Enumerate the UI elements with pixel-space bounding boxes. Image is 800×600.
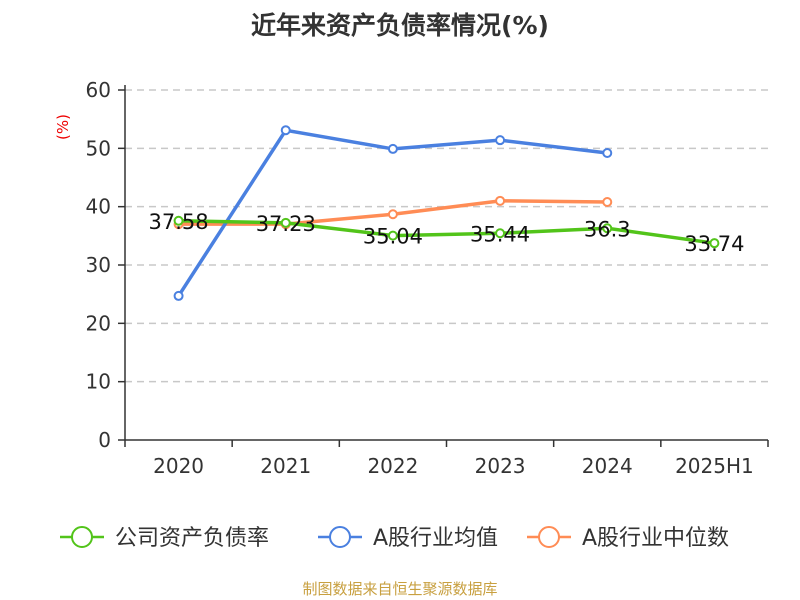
data-label: 37.58 bbox=[149, 210, 209, 234]
data-point bbox=[280, 125, 291, 136]
series-line bbox=[178, 219, 715, 245]
data-label: 35.04 bbox=[363, 225, 423, 249]
data-label: 37.23 bbox=[256, 212, 316, 236]
y-tick-label: 10 bbox=[86, 370, 111, 394]
legend-marker bbox=[71, 526, 93, 548]
y-tick-label: 0 bbox=[98, 428, 111, 452]
data-point bbox=[602, 223, 613, 234]
x-tick-label: 2023 bbox=[475, 454, 526, 478]
data-point bbox=[495, 135, 506, 146]
data-label: 35.44 bbox=[470, 222, 530, 246]
y-axis-label: (%) bbox=[54, 114, 72, 140]
x-tick-label: 2022 bbox=[367, 454, 418, 478]
x-tick-label: 2024 bbox=[582, 454, 633, 478]
data-point bbox=[280, 217, 291, 228]
chart-title: 近年来资产负债率情况(%) bbox=[251, 11, 549, 40]
legend-label: A股行业中位数 bbox=[582, 526, 729, 551]
data-point bbox=[387, 209, 398, 220]
y-tick-label: 50 bbox=[86, 136, 111, 160]
x-tick-label: 2021 bbox=[260, 454, 311, 478]
data-point bbox=[602, 148, 613, 158]
legend-marker bbox=[329, 526, 351, 548]
data-point bbox=[602, 197, 613, 207]
y-tick-label: 30 bbox=[86, 253, 111, 277]
y-tick-label: 20 bbox=[86, 311, 111, 335]
y-tick-label: 60 bbox=[86, 78, 111, 102]
legend-label: A股行业均值 bbox=[373, 526, 498, 551]
data-point bbox=[173, 215, 184, 226]
data-point bbox=[173, 290, 184, 301]
x-tick-label: 2025H1 bbox=[675, 454, 754, 478]
data-point bbox=[387, 230, 398, 241]
data-point bbox=[387, 143, 398, 154]
data-label: 33.74 bbox=[684, 232, 744, 256]
data-point bbox=[495, 228, 506, 239]
data-point bbox=[495, 195, 506, 206]
legend-label: 公司资产负债率 bbox=[115, 526, 269, 551]
data-point bbox=[709, 238, 720, 249]
source-note: 制图数据来自恒生聚源数据库 bbox=[302, 580, 498, 598]
y-tick-label: 40 bbox=[86, 195, 111, 219]
data-label: 36.3 bbox=[584, 217, 631, 241]
x-tick-label: 2020 bbox=[153, 454, 204, 478]
legend-marker bbox=[538, 526, 560, 548]
